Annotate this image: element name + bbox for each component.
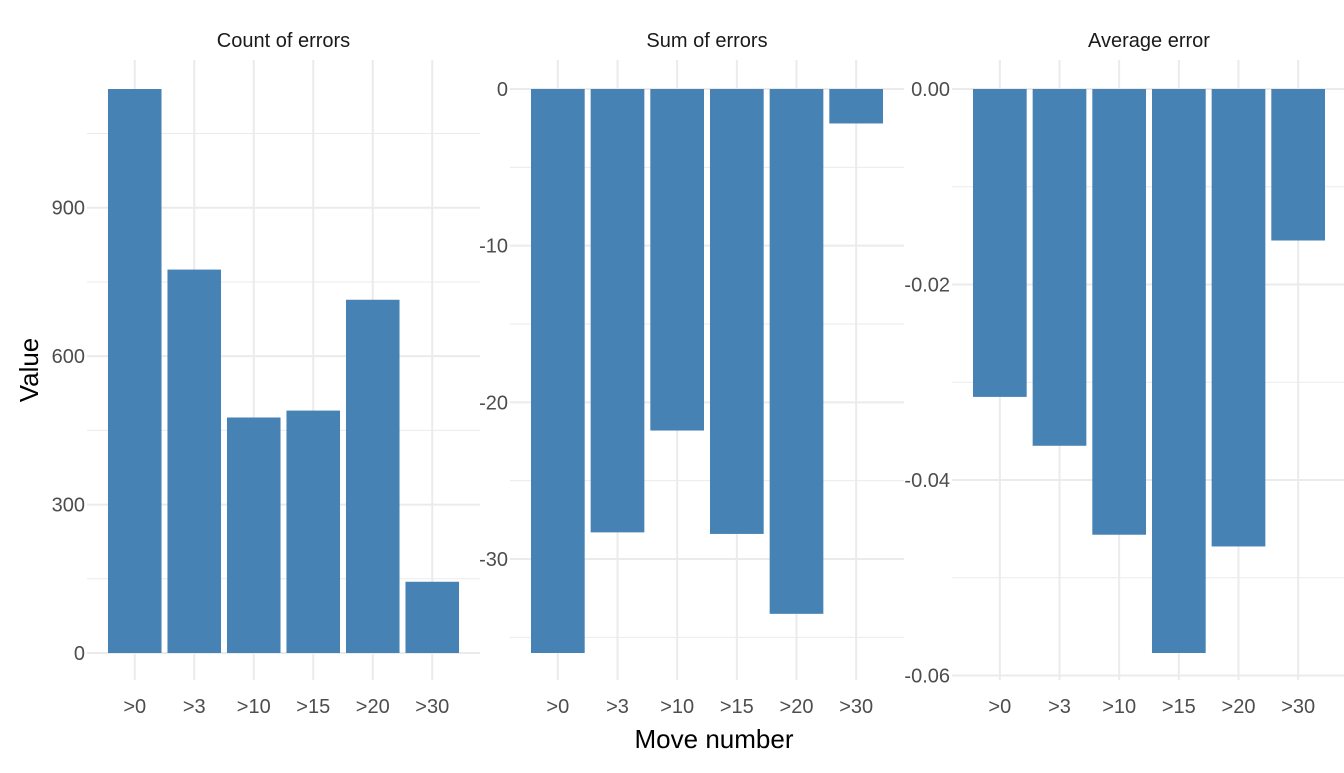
y-tick-label: -20 <box>479 392 508 414</box>
bar <box>1032 89 1087 446</box>
y-tick-label: 600 <box>52 346 85 368</box>
bar <box>167 269 222 653</box>
bar <box>829 89 884 124</box>
panel-sum-of-errors: 0 -10 -20 -30 >0 >3 >10 >15 >20 >30 Sum of errors <box>479 30 904 718</box>
bar <box>107 89 162 653</box>
facet-title: Sum of errors <box>646 30 767 52</box>
bar <box>650 89 705 431</box>
x-tick-label: >10 <box>660 696 694 718</box>
x-tick-label: >3 <box>606 696 629 718</box>
x-tick-label: >30 <box>415 696 449 718</box>
bar <box>345 299 400 653</box>
y-tick-label: -0.02 <box>904 274 950 296</box>
x-tick-label: >20 <box>780 696 814 718</box>
x-tick-label: >3 <box>1048 696 1071 718</box>
x-tick-label: >30 <box>839 696 873 718</box>
y-tick-label: -10 <box>479 236 508 258</box>
panel-average-error: 0.00 -0.02 -0.04 -0.06 >0 >3 >10 >15 >20 >30 Avera… <box>904 30 1344 718</box>
y-tick-label: -0.06 <box>904 665 950 687</box>
y-axis-title: Value <box>14 338 44 403</box>
bar <box>1151 89 1206 653</box>
x-tick-label: >0 <box>123 696 146 718</box>
y-tick-label: 900 <box>52 198 85 220</box>
bar <box>590 89 645 533</box>
facet-title: Average error <box>1088 30 1210 52</box>
x-tick-label: >3 <box>183 696 206 718</box>
y-tick-label: 0 <box>74 643 85 665</box>
x-axis-title: Move number <box>635 724 794 754</box>
y-tick-label: 300 <box>52 495 85 517</box>
x-tick-label: >15 <box>720 696 754 718</box>
bar <box>1211 89 1266 547</box>
x-tick-label: >15 <box>1162 696 1196 718</box>
bar <box>972 89 1027 397</box>
x-tick-label: >0 <box>546 696 569 718</box>
y-tick-label: -0.04 <box>904 470 950 492</box>
bar <box>1271 89 1326 241</box>
bar <box>769 89 824 614</box>
bar <box>405 581 460 653</box>
y-tick-label: -30 <box>479 549 508 571</box>
x-tick-label: >15 <box>296 696 330 718</box>
bar <box>1092 89 1147 535</box>
y-tick-label: 0 <box>497 79 508 101</box>
bar <box>709 89 764 534</box>
x-tick-label: >30 <box>1281 696 1315 718</box>
x-tick-label: >10 <box>1102 696 1136 718</box>
bar <box>286 410 341 653</box>
x-tick-label: >20 <box>1222 696 1256 718</box>
x-tick-label: >20 <box>356 696 390 718</box>
panel-count-of-errors: 0 300 600 900 >0 >3 >10 >15 >20 >30 Count of error… <box>52 30 480 718</box>
x-tick-label: >0 <box>988 696 1011 718</box>
facet-title: Count of errors <box>217 30 350 52</box>
bar <box>530 89 585 653</box>
x-tick-label: >10 <box>237 696 271 718</box>
bar <box>226 417 281 653</box>
y-tick-label: 0.00 <box>911 79 950 101</box>
